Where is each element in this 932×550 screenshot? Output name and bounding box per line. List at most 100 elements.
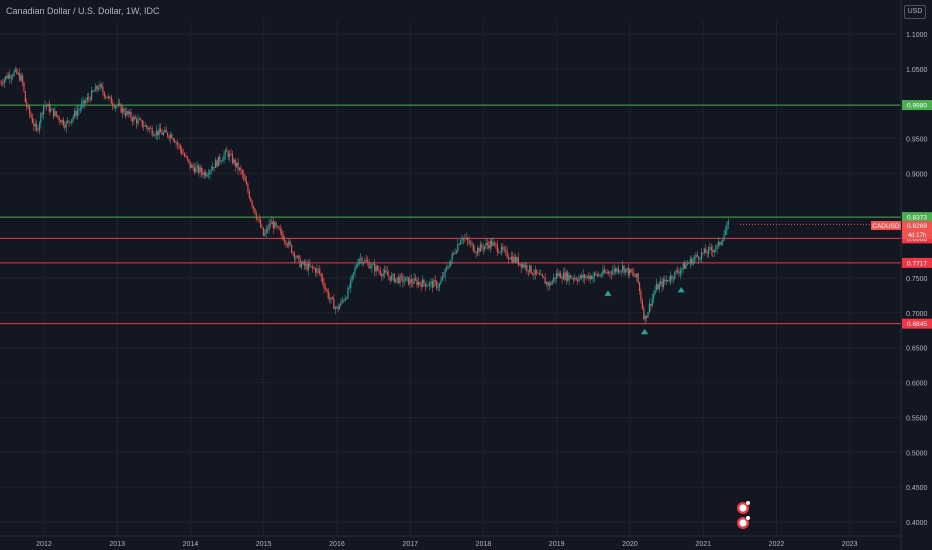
candle: [717, 237, 720, 250]
candle: [692, 255, 694, 267]
candle: [9, 69, 11, 84]
candle: [76, 105, 79, 120]
candle: [216, 159, 218, 168]
candle: [605, 269, 607, 274]
candle: [550, 281, 552, 287]
candle: [338, 303, 341, 310]
candle: [43, 104, 45, 120]
candle: [120, 103, 122, 114]
candle: [596, 273, 598, 278]
candle: [241, 168, 243, 180]
candle: [393, 273, 396, 283]
candle: [141, 119, 143, 129]
candle: [726, 221, 728, 236]
candle: [333, 294, 335, 310]
time-tick-label: 2015: [256, 541, 272, 548]
signal-marker: [677, 286, 685, 293]
price-axis: 1.1000 1.0500 0.9500 0.9000 0.7500 0.7000 0.65…: [900, 0, 928, 550]
candle: [326, 287, 328, 294]
candle: [137, 114, 139, 127]
candle: [283, 235, 286, 246]
candle: [138, 116, 141, 121]
candle: [205, 169, 207, 179]
candle: [292, 251, 294, 257]
candle: [179, 143, 181, 154]
candle: [727, 218, 729, 230]
level-tag-label: 0.9980: [907, 103, 927, 110]
candle: [100, 83, 103, 89]
candle: [128, 108, 131, 116]
candle: [505, 245, 507, 256]
candle: [437, 281, 439, 292]
candle: [530, 265, 532, 275]
price-tick-label: 0.5500: [906, 415, 928, 422]
candle: [188, 158, 190, 164]
event-icon[interactable]: [737, 501, 750, 514]
candle: [638, 281, 641, 295]
candle: [603, 265, 605, 275]
candle: [398, 273, 400, 285]
level-tag-label: 0.6845: [907, 321, 927, 328]
candle: [0, 80, 3, 87]
candle: [196, 161, 198, 173]
candle: [40, 112, 42, 129]
candle: [361, 255, 363, 267]
candle: [409, 274, 411, 289]
candle: [152, 131, 155, 137]
candle: [569, 274, 572, 279]
candle: [668, 276, 670, 284]
candle: [723, 229, 725, 242]
candle: [381, 272, 383, 282]
candle: [203, 170, 205, 179]
candle: [702, 252, 704, 256]
candle: [427, 284, 429, 286]
level-tag-label: 0.8068: [907, 236, 927, 243]
symbol-tag-label: CADUSD: [872, 223, 900, 230]
candle: [302, 260, 304, 265]
candle: [258, 213, 260, 223]
candle: [145, 124, 148, 130]
currency-button[interactable]: USD: [904, 5, 926, 19]
candle: [503, 246, 505, 253]
candle: [164, 126, 166, 134]
candle: [265, 224, 267, 238]
candle: [388, 270, 390, 281]
candle: [17, 71, 19, 77]
symbol-title[interactable]: Canadian Dollar / U.S. Dollar, 1W, IDC: [6, 6, 160, 16]
candle: [691, 256, 693, 266]
candle: [581, 272, 583, 281]
candle: [298, 255, 300, 262]
candle: [114, 104, 117, 112]
candle: [376, 264, 379, 272]
candle: [75, 105, 77, 120]
candle: [254, 208, 256, 215]
candle: [126, 107, 128, 117]
candle: [422, 275, 424, 288]
candle: [343, 299, 345, 303]
candle: [447, 262, 449, 271]
candle: [317, 267, 319, 275]
candle: [130, 108, 132, 122]
level-tag: [902, 100, 932, 111]
candle: [695, 251, 697, 263]
candle: [651, 293, 653, 308]
candle: [716, 243, 718, 254]
candle: [102, 81, 104, 96]
candle: [475, 251, 477, 258]
event-icon[interactable]: [737, 516, 750, 529]
candle: [640, 288, 642, 304]
candle: [420, 280, 422, 292]
candle: [37, 127, 39, 133]
candle: [678, 268, 680, 277]
candle: [441, 272, 443, 282]
candle: [709, 242, 711, 252]
candle: [112, 99, 114, 111]
candle: [61, 119, 63, 125]
candle: [58, 115, 60, 125]
candle: [54, 106, 56, 118]
candle: [330, 297, 332, 304]
candle: [410, 274, 412, 288]
candle: [44, 100, 46, 109]
candle: [168, 134, 170, 141]
